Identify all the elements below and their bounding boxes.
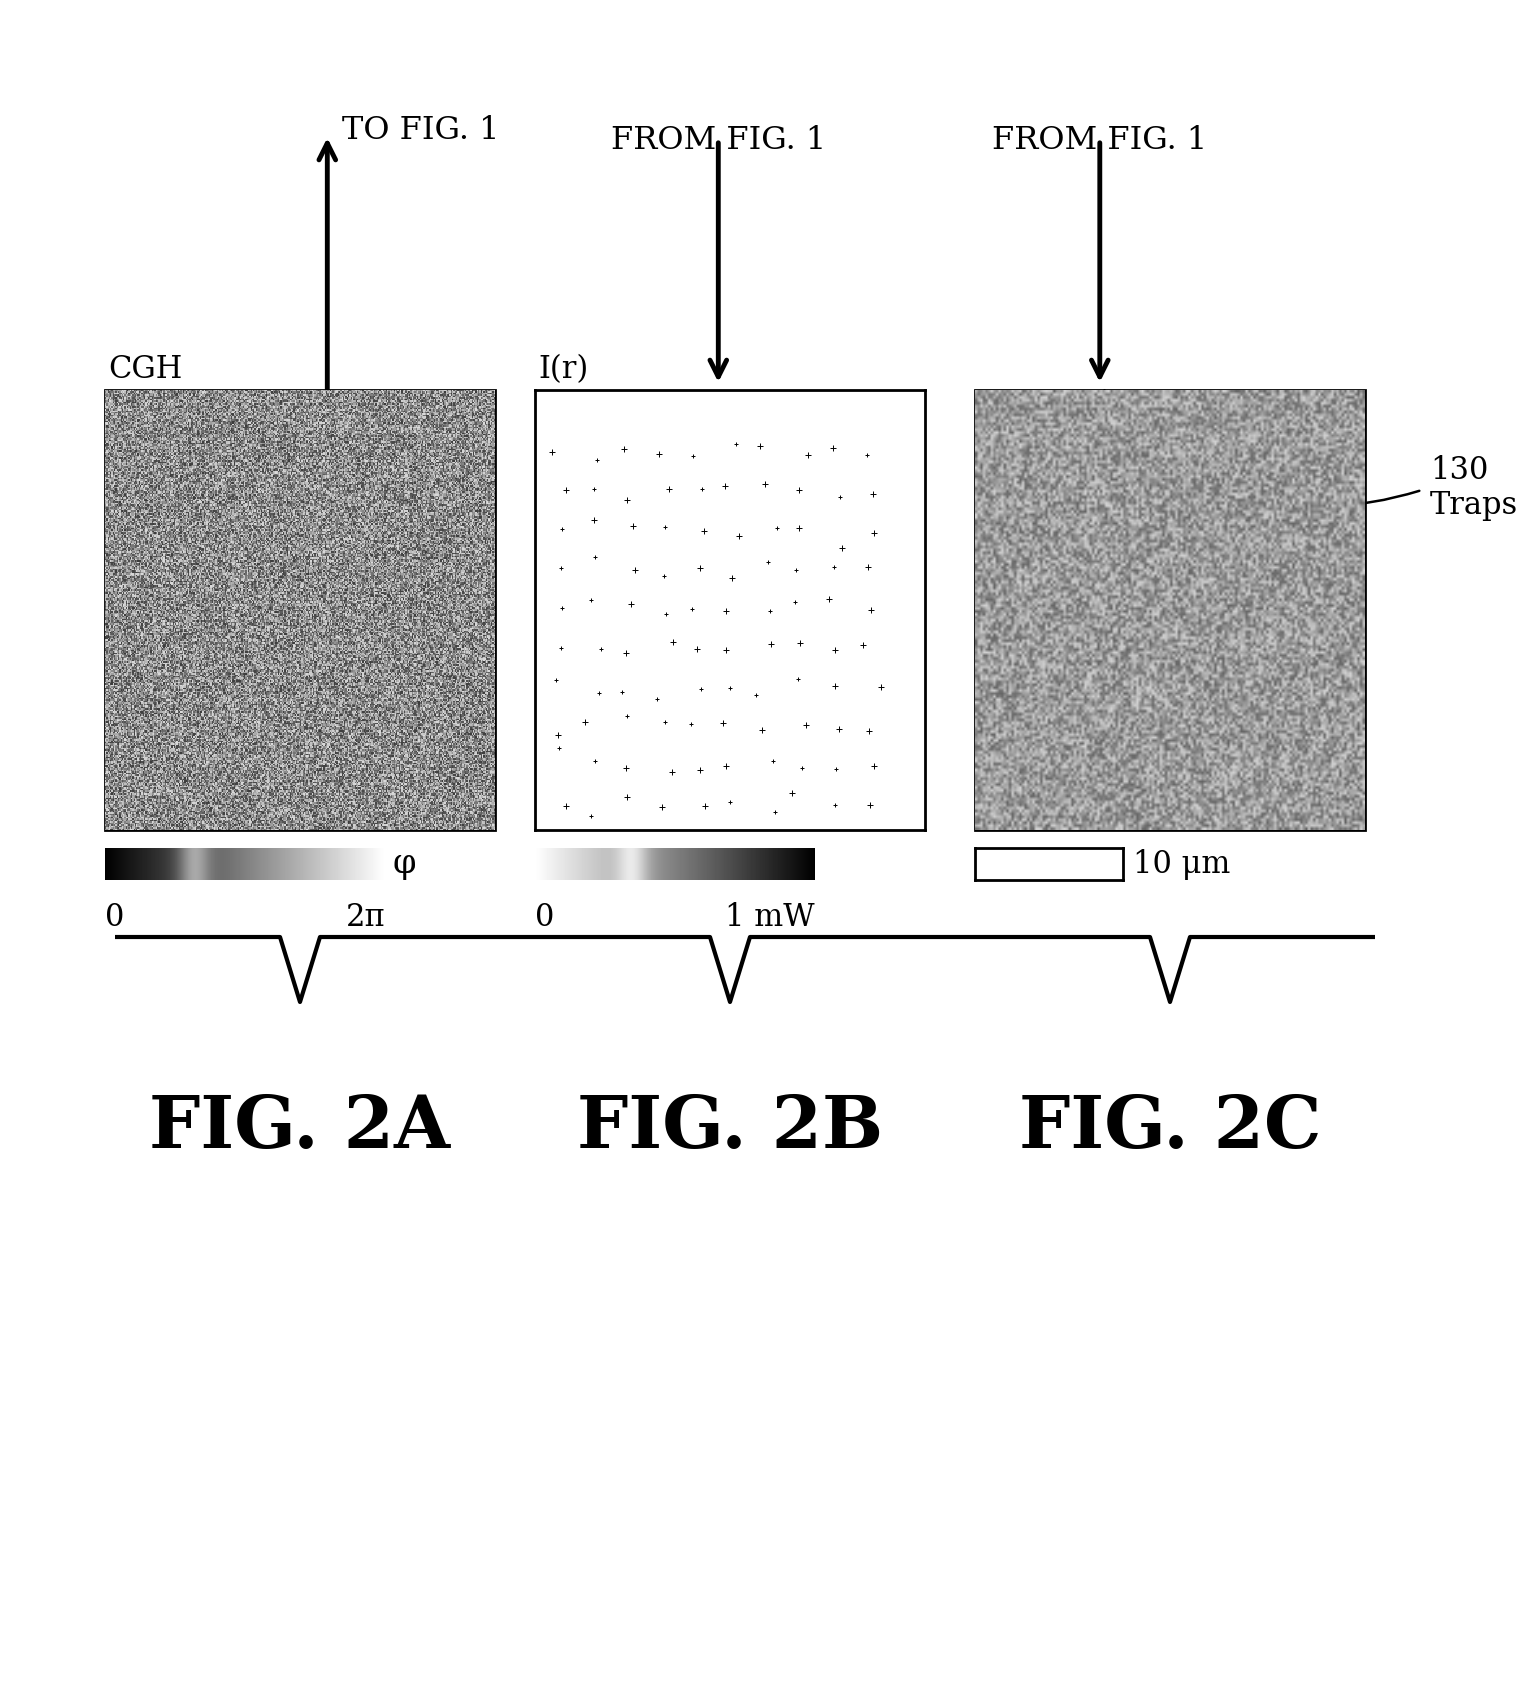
Text: CGH: CGH — [108, 354, 182, 386]
Text: I(r): I(r) — [537, 354, 589, 386]
Text: 0: 0 — [105, 902, 124, 932]
Text: TO FIG. 1: TO FIG. 1 — [342, 115, 499, 146]
Text: Traps: Traps — [1430, 489, 1518, 521]
Text: 0: 0 — [534, 902, 554, 932]
Text: FIG. 2A: FIG. 2A — [149, 1091, 451, 1162]
Text: 2π: 2π — [346, 902, 386, 932]
Text: FIG. 2B: FIG. 2B — [577, 1091, 883, 1162]
Text: 10 μm: 10 μm — [1132, 848, 1231, 880]
Text: 1 mW: 1 mW — [726, 902, 815, 932]
Bar — [975, 389, 1365, 831]
Text: FROM FIG. 1: FROM FIG. 1 — [993, 125, 1207, 156]
Bar — [105, 389, 495, 831]
Text: φ: φ — [393, 848, 416, 880]
Text: FROM FIG. 1: FROM FIG. 1 — [610, 125, 826, 156]
Text: FIG. 2C: FIG. 2C — [1019, 1091, 1321, 1162]
Text: 130: 130 — [1430, 455, 1488, 486]
